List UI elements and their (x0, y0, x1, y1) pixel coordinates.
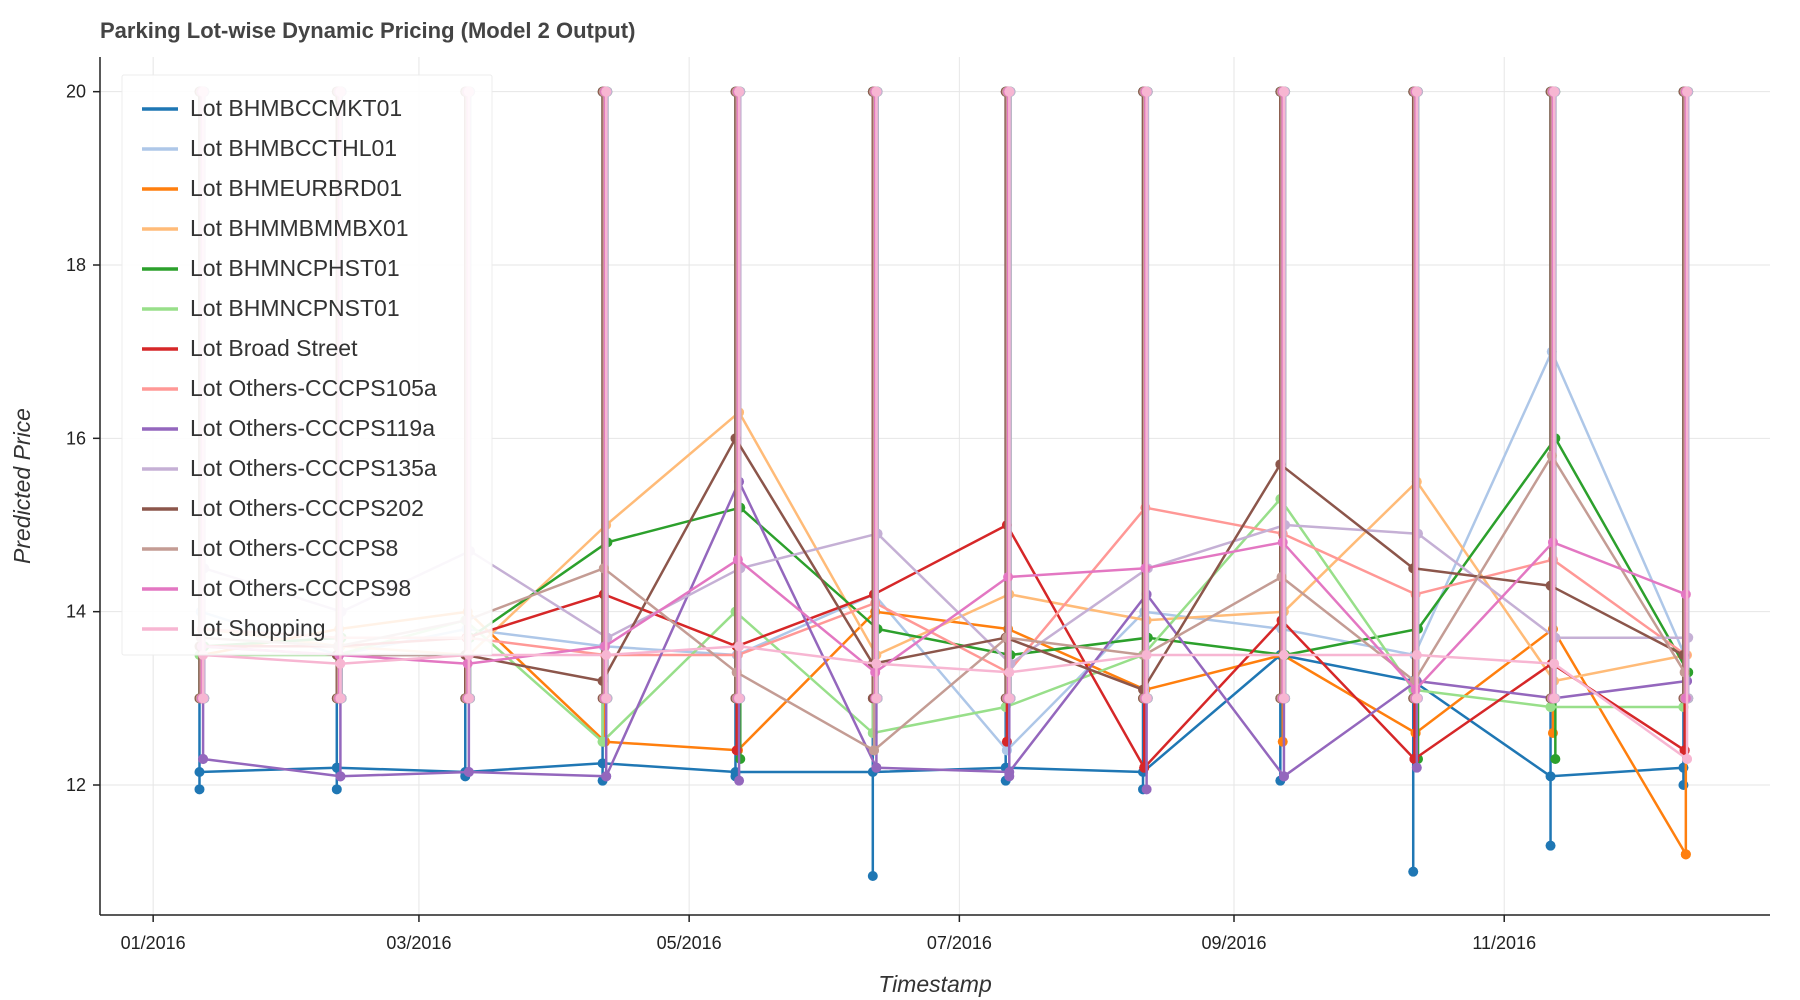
series-line (201, 541, 1687, 691)
data-point (1549, 693, 1560, 704)
data-point (1004, 86, 1015, 97)
data-point (198, 693, 209, 704)
y-tick-label: 20 (66, 82, 86, 102)
data-point (335, 771, 346, 782)
x-tick-label: 05/2016 (657, 933, 722, 953)
data-point (1550, 754, 1561, 764)
data-point (1549, 658, 1560, 669)
data-point (867, 871, 878, 881)
legend-label: Lot Broad Street (190, 335, 358, 361)
data-point (335, 658, 346, 669)
y-tick-label: 18 (66, 255, 86, 275)
series-line (202, 480, 1688, 778)
data-point (1141, 693, 1152, 704)
data-point (1004, 771, 1015, 782)
data-point (601, 771, 612, 782)
data-point (734, 86, 745, 97)
legend-label: Lot BHMEURBRD01 (190, 175, 402, 201)
x-tick-label: 09/2016 (1201, 933, 1266, 953)
y-tick-label: 14 (66, 602, 86, 622)
data-point (331, 784, 342, 795)
chart-title: Parking Lot-wise Dynamic Pricing (Model … (100, 18, 635, 43)
y-tick-label: 12 (66, 775, 86, 795)
data-point (1141, 784, 1152, 795)
data-point (1545, 840, 1556, 851)
data-point (868, 745, 879, 756)
data-point (734, 775, 745, 786)
legend-label: Lot BHMNCPHST01 (190, 255, 400, 281)
data-point (871, 693, 882, 704)
data-point (871, 86, 882, 97)
series-line (203, 645, 1688, 761)
legend-label: Lot BHMNCPNST01 (190, 295, 400, 321)
y-axis-title: Predicted Price (9, 408, 35, 564)
data-point (1278, 650, 1289, 660)
legend-label: Lot Shopping (190, 615, 326, 641)
data-point (1278, 693, 1289, 704)
x-axis-title: Timestamp (878, 971, 992, 997)
data-point (1549, 86, 1560, 97)
data-point (1545, 702, 1556, 712)
data-point (335, 693, 346, 704)
data-point (1682, 754, 1693, 764)
legend-label: Lot BHMMBMMBX01 (190, 215, 409, 241)
data-point (1004, 667, 1015, 678)
x-tick-label: 01/2016 (121, 933, 186, 953)
legend: Lot BHMBCCMKT01 Lot BHMBCCTHL01 Lot BHMEUR… (121, 74, 493, 656)
legend-label: Lot Others-CCCPS98 (190, 575, 411, 601)
axis-ticks: 12 14 16 18 20 01/2016 03/2016 05/2016 07/2016 09… (66, 82, 1536, 953)
data-point (194, 767, 205, 777)
data-point (1545, 771, 1556, 782)
legend-label: Lot BHMBCCTHL01 (190, 135, 397, 161)
data-point (463, 767, 474, 777)
data-point (601, 650, 612, 660)
data-point (1278, 771, 1289, 782)
data-point (1411, 762, 1422, 773)
legend-label: Lot Others-CCCPS8 (190, 535, 398, 561)
data-point (1004, 693, 1015, 704)
legend-label: Lot BHMBCCMKT01 (190, 95, 402, 121)
legend-label: Lot Others-CCCPS119a (190, 415, 435, 441)
data-point (734, 641, 745, 652)
data-point (1411, 86, 1422, 97)
x-tick-label: 07/2016 (927, 933, 992, 953)
data-point (1141, 650, 1152, 660)
data-point (1141, 86, 1152, 97)
data-point (871, 658, 882, 669)
data-point (1680, 849, 1691, 860)
legend-label: Lot Others-CCCPS135a (190, 455, 437, 481)
data-point (198, 754, 209, 764)
data-point (1278, 86, 1289, 97)
data-point (194, 784, 205, 795)
data-point (1411, 650, 1422, 660)
y-tick-label: 16 (66, 428, 86, 448)
legend-label: Lot Others-CCCPS105a (190, 375, 437, 401)
data-point (463, 693, 474, 704)
legend-box (121, 74, 493, 656)
x-tick-label: 03/2016 (386, 933, 451, 953)
x-tick-label: 11/2016 (1472, 933, 1536, 953)
data-point (1682, 86, 1693, 97)
legend-label: Lot Others-CCCPS202 (190, 495, 424, 521)
data-point (1411, 693, 1422, 704)
data-point (871, 762, 882, 773)
data-point (734, 693, 745, 704)
data-point (601, 693, 612, 704)
data-point (1408, 866, 1419, 877)
data-point (601, 86, 612, 97)
